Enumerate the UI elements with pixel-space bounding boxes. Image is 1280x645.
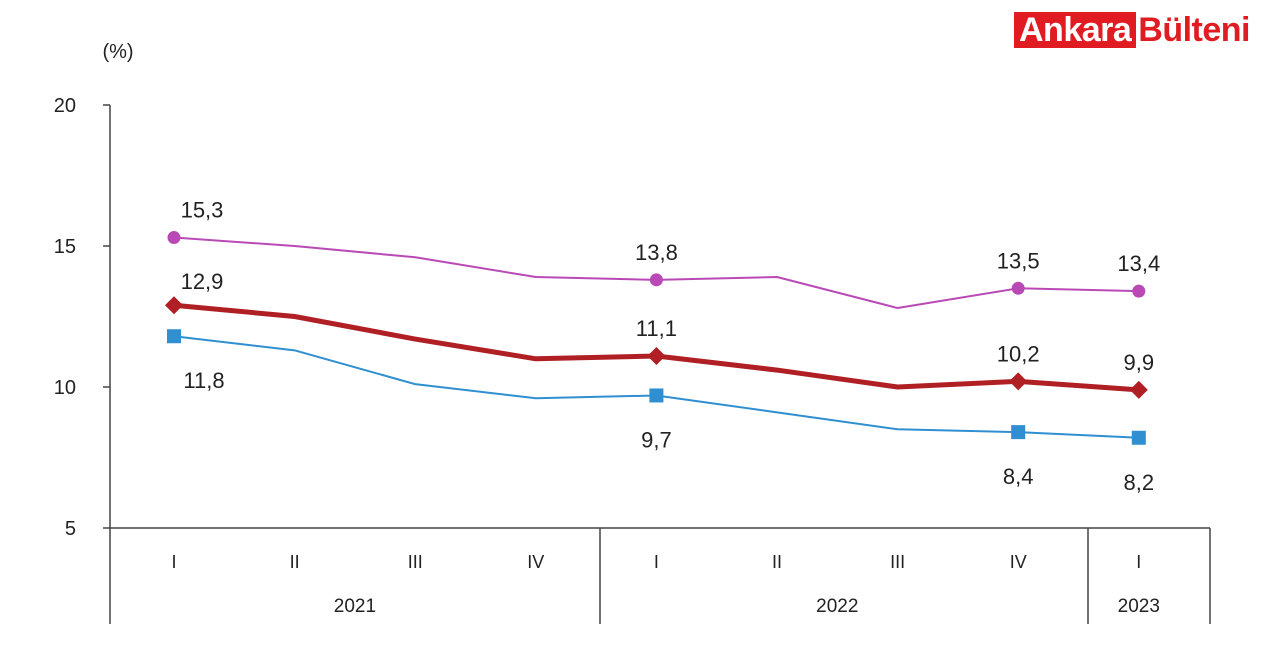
y-tick-label: 5	[65, 518, 76, 540]
x-tick-label: I	[654, 552, 659, 572]
data-point	[1132, 284, 1146, 298]
data-point	[1131, 430, 1146, 445]
data-point	[647, 346, 666, 365]
x-tick-label: II	[290, 552, 300, 572]
x-group-label: 2023	[1118, 596, 1160, 617]
brand-logo-part2: Bülteni	[1138, 11, 1250, 49]
y-tick-label: 10	[54, 377, 76, 399]
data-point	[649, 388, 664, 403]
data-label: 8,4	[1003, 464, 1034, 489]
data-label: 13,5	[997, 248, 1040, 273]
data-point	[165, 296, 183, 315]
data-point	[649, 273, 663, 287]
data-point	[1009, 372, 1028, 391]
data-point	[1011, 281, 1025, 295]
data-point	[1129, 380, 1148, 399]
x-tick-label: IV	[527, 552, 544, 572]
data-point	[167, 329, 181, 344]
data-label: 9,9	[1124, 350, 1155, 375]
brand-logo-part1: Ankara	[1014, 12, 1137, 48]
y-tick-label: 20	[54, 95, 76, 117]
x-tick-label: I	[1136, 552, 1141, 572]
data-label: 15,3	[181, 198, 224, 223]
series-layer	[165, 231, 1148, 445]
data-label: 9,7	[641, 427, 672, 452]
x-tick-label: IV	[1010, 552, 1027, 572]
x-tick-label: II	[772, 552, 782, 572]
x-tick-label: I	[171, 552, 176, 572]
x-tick-label: III	[408, 552, 423, 572]
data-label: 13,8	[635, 240, 678, 265]
data-label: 13,4	[1117, 251, 1160, 276]
y-axis-label: (%)	[102, 41, 133, 63]
x-tick-label: III	[890, 552, 905, 572]
brand-logo: Ankara Bülteni	[1014, 10, 1250, 50]
data-label: 8,2	[1124, 470, 1155, 495]
data-point	[1011, 425, 1026, 440]
data-label: 11,8	[183, 368, 224, 393]
data-label: 12,9	[181, 269, 224, 294]
data-label: 10,2	[997, 341, 1040, 366]
data-labels-layer: 15,3 13,8 13,5 13,4 12,9 11,1 10,2 9,9 11,8 9,7 8,…	[181, 198, 1161, 495]
data-point	[167, 231, 181, 245]
data-label: 11,1	[636, 316, 677, 341]
x-group-label: 2021	[334, 596, 376, 617]
y-tick-label: 15	[54, 236, 76, 258]
x-group-label: 2022	[816, 596, 858, 617]
